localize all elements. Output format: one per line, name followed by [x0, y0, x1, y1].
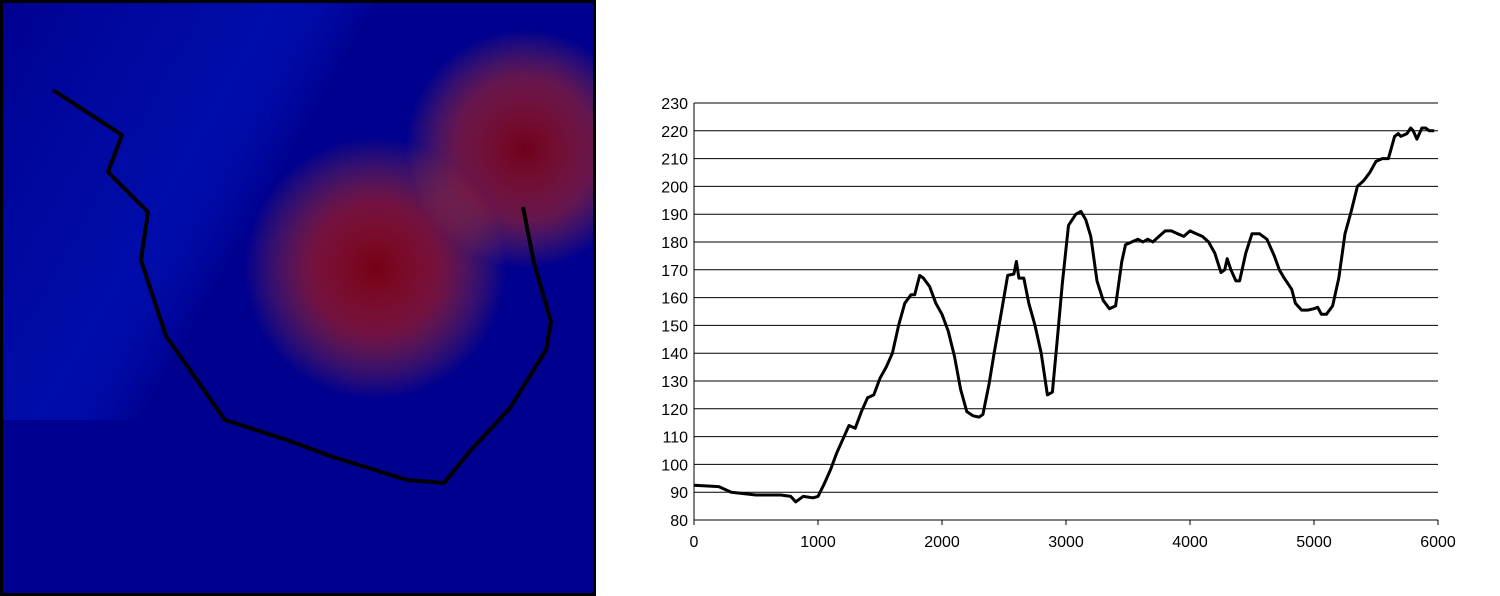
x-tick-label: 3000 [1048, 534, 1084, 551]
y-tick-label: 120 [661, 402, 688, 419]
y-tick-label: 220 [661, 124, 688, 141]
profile-path-line [51, 88, 553, 485]
y-tick-labels: 80 90 100 110 120 130 140 150 160 170 180 190 200 210… [661, 96, 688, 530]
y-tick-label: 100 [661, 457, 688, 474]
y-tick-label: 150 [661, 318, 688, 335]
y-tick-label: 210 [661, 152, 688, 169]
northeast-high-shading [0, 0, 596, 596]
x-tick-label: 6000 [1420, 534, 1456, 551]
x-tick-label: 5000 [1296, 534, 1332, 551]
y-tick-label: 170 [661, 263, 688, 280]
elevation-heatmap [0, 0, 596, 596]
y-tick-label: 230 [661, 96, 688, 113]
y-tick-label: 190 [661, 207, 688, 224]
elevation-profile-chart: 80 90 100 110 120 130 140 150 160 170 180 190 200 210… [661, 96, 1456, 551]
map-frame [0, 0, 596, 596]
y-tick-label: 130 [661, 374, 688, 391]
y-tick-label: 80 [670, 513, 688, 530]
x-tick-label: 0 [690, 534, 699, 551]
grid-lines [694, 102, 1438, 521]
axes [693, 103, 1439, 525]
x-tick-label: 1000 [800, 534, 836, 551]
x-tick-label: 4000 [1172, 534, 1208, 551]
y-tick-label: 200 [661, 179, 688, 196]
y-tick-label: 140 [661, 346, 688, 363]
x-tick-labels: 0 1000 2000 3000 4000 5000 6000 [690, 534, 1456, 551]
y-tick-label: 180 [661, 235, 688, 252]
elevation-profile-line [693, 126, 1435, 504]
y-tick-label: 110 [662, 430, 688, 447]
y-tick-label: 90 [670, 485, 688, 502]
x-tick-label: 2000 [924, 534, 960, 551]
y-tick-label: 160 [661, 291, 688, 308]
